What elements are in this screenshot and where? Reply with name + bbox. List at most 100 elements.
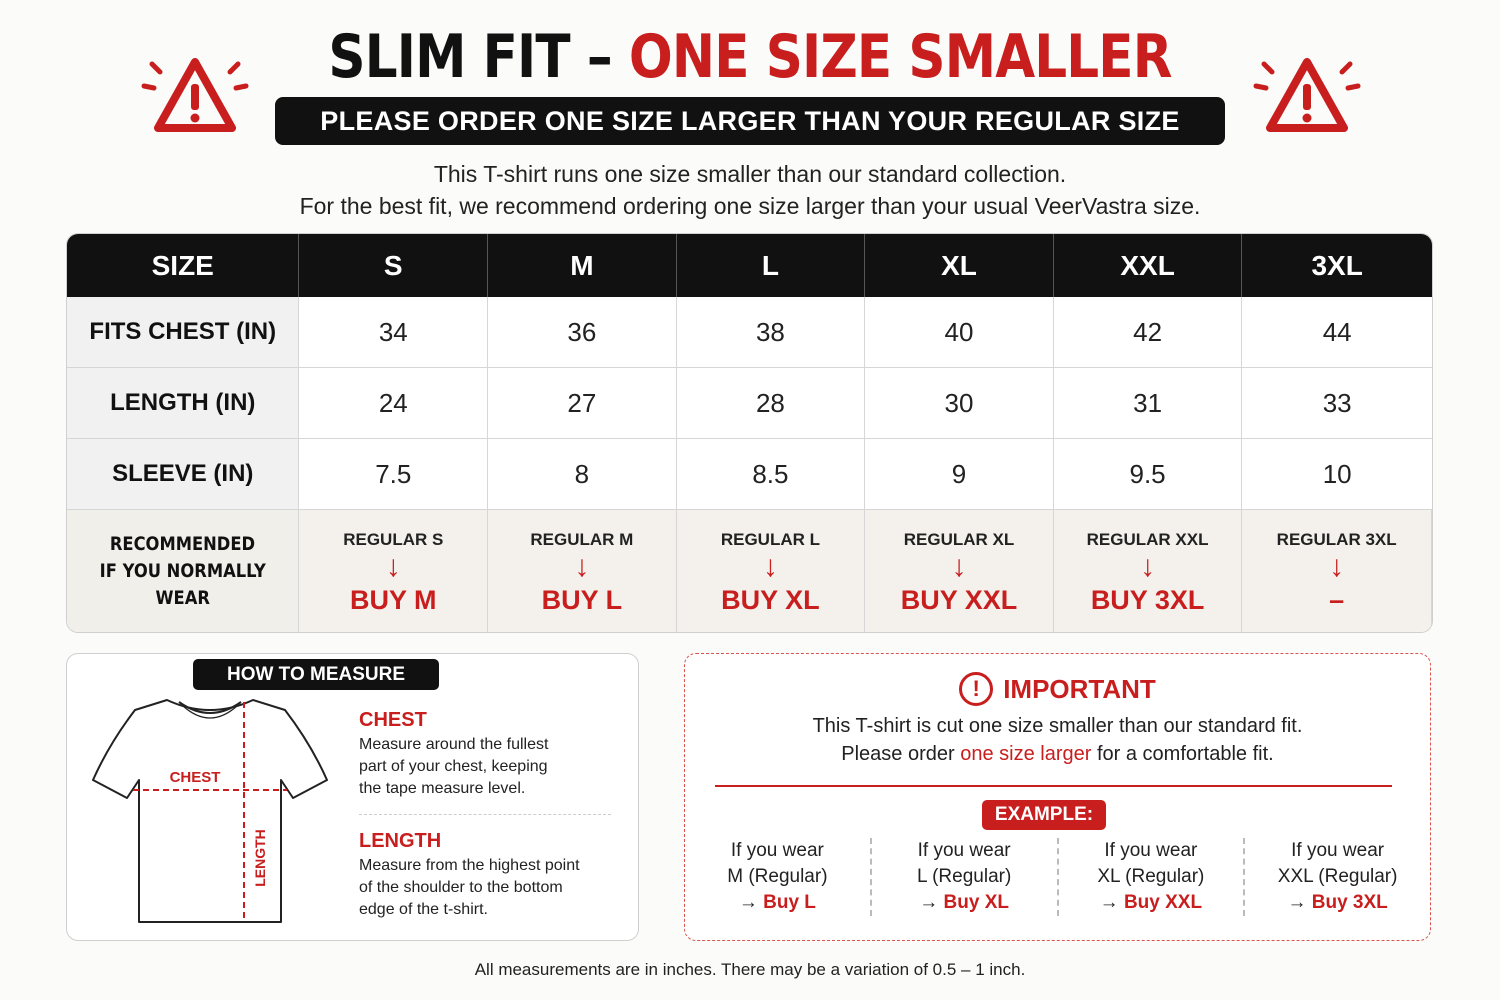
- recommended-row: RECOMMENDED IF YOU NORMALLY WEAR REGULAR…: [67, 510, 1432, 632]
- title-part-red: ONE SIZE SMALLER: [628, 22, 1173, 92]
- arrow-down-icon: ↓: [762, 550, 778, 583]
- arrow-right-icon: →: [1287, 892, 1307, 913]
- table-cell: 30: [865, 368, 1054, 438]
- recommendation-cell: REGULAR L ↓ BUY XL: [677, 510, 866, 632]
- recommended-label-line-1: RECOMMENDED: [110, 532, 256, 555]
- recommended-label: RECOMMENDED IF YOU NORMALLY WEAR: [67, 510, 300, 632]
- warning-triangle-icon: [141, 58, 249, 132]
- intro-text: This T-shirt runs one size smaller than …: [0, 158, 1500, 222]
- recommended-label-line-2: IF YOU NORMALLY WEAR: [99, 559, 266, 609]
- regular-size-label: REGULAR XL: [903, 530, 1015, 549]
- header-cell: XXL: [1054, 234, 1243, 297]
- row-label: FITS CHEST (IN): [67, 297, 300, 367]
- examples-row: If you wear M (Regular) → Buy L If you w…: [685, 838, 1430, 916]
- arrow-down-icon: ↓: [1140, 550, 1156, 583]
- length-instructions: LENGTH Measure from the highest point of…: [359, 830, 619, 921]
- regular-size-label: REGULAR L: [720, 530, 821, 549]
- table-row: LENGTH (IN) 24 27 28 30 31 33: [67, 368, 1432, 439]
- chest-text-line: Measure around the fullest: [359, 736, 549, 753]
- table-cell: 9: [865, 439, 1054, 509]
- length-text-line: Measure from the highest point: [359, 857, 580, 874]
- example-regular: XL (Regular): [1097, 866, 1205, 887]
- page-title: SLIM FIT – ONE SIZE SMALLER: [105, 22, 1395, 92]
- header-cell: L: [677, 234, 866, 297]
- regular-size-label: REGULAR 3XL: [1276, 530, 1397, 549]
- table-cell: 8: [488, 439, 677, 509]
- example-item: If you wear M (Regular) → Buy L: [685, 838, 872, 916]
- header-cell: XL: [865, 234, 1054, 297]
- arrow-right-icon: →: [738, 892, 758, 913]
- length-text-line: of the shoulder to the bottom: [359, 879, 563, 896]
- chest-text-line: the tape measure level.: [359, 780, 526, 797]
- table-row: FITS CHEST (IN) 34 36 38 40 42 44: [67, 297, 1432, 368]
- length-heading: LENGTH: [359, 830, 442, 852]
- table-cell: 9.5: [1054, 439, 1243, 509]
- regular-size-label: REGULAR S: [343, 530, 444, 549]
- divider: [359, 814, 611, 815]
- recommendation-cell: REGULAR M ↓ BUY L: [488, 510, 677, 632]
- alert-circle-icon: !: [959, 672, 994, 706]
- chest-instructions: CHEST Measure around the fullest part of…: [359, 709, 619, 800]
- arrow-down-icon: ↓: [951, 550, 967, 583]
- table-cell: 33: [1322, 387, 1352, 418]
- recommendation-cell: REGULAR S ↓ BUY M: [299, 510, 489, 632]
- arrow-down-icon: ↓: [385, 550, 401, 583]
- buy-size-label: BUY L: [541, 585, 623, 615]
- buy-size-label: BUY XXL: [900, 585, 1018, 615]
- table-cell: 36: [488, 297, 677, 367]
- important-panel: ! IMPORTANT This T-shirt is cut one size…: [684, 653, 1431, 941]
- how-to-measure-panel: HOW TO MEASURE CHEST LENGTH CHEST Measur…: [66, 653, 639, 941]
- example-item: If you wear L (Regular) → Buy XL: [872, 838, 1059, 916]
- example-line: If you wear: [917, 840, 1011, 861]
- row-label: LENGTH (IN): [67, 368, 300, 438]
- table-cell: 27: [488, 368, 677, 438]
- important-text: This T-shirt is cut one size smaller tha…: [685, 712, 1430, 768]
- example-regular: XXL (Regular): [1277, 866, 1398, 887]
- warning-triangle-icon: [1253, 58, 1361, 132]
- regular-size-label: REGULAR M: [530, 530, 634, 549]
- recommendation-cell: REGULAR 3XL ↓ –: [1242, 510, 1432, 632]
- row-label: SLEEVE (IN): [67, 439, 300, 509]
- important-header: ! IMPORTANT: [685, 672, 1430, 706]
- buy-size-label: BUY M: [350, 585, 437, 615]
- table-cell: 34: [299, 297, 489, 367]
- example-buy: Buy L: [763, 892, 816, 913]
- chest-text-line: part of your chest, keeping: [359, 758, 548, 775]
- length-text: Measure from the highest point of the sh…: [359, 855, 619, 921]
- recommendation-cell: REGULAR XL ↓ BUY XXL: [865, 510, 1054, 632]
- header-cell: S: [299, 234, 489, 297]
- header-cell: M: [488, 234, 677, 297]
- length-text-line: edge of the t-shirt.: [359, 901, 488, 918]
- example-line: If you wear: [730, 840, 824, 861]
- table-cell: 24: [299, 368, 489, 438]
- title-part-black: SLIM FIT –: [328, 22, 629, 92]
- header-cell: SIZE: [67, 234, 300, 297]
- footer-note: All measurements are in inches. There ma…: [474, 960, 1026, 979]
- buy-size-label: BUY XL: [721, 585, 820, 615]
- table-cell: 40: [865, 297, 1054, 367]
- table-cell: 44: [1322, 316, 1352, 347]
- important-line-2: Please order one size larger for a comfo…: [685, 740, 1430, 768]
- table-cell: 7.5: [299, 439, 489, 509]
- example-line: If you wear: [1291, 840, 1385, 861]
- table-cell: 38: [677, 297, 866, 367]
- example-line: If you wear: [1104, 840, 1198, 861]
- size-chart-table: SIZE S M L XL XXL 3XL FITS CHEST (IN) 34…: [66, 233, 1433, 633]
- important-highlight: one size larger: [960, 743, 1092, 765]
- arrow-down-icon: ↓: [1329, 550, 1345, 583]
- table-row: SLEEVE (IN) 7.5 8 8.5 9 9.5 10: [67, 439, 1432, 510]
- table-cell: 31: [1054, 368, 1243, 438]
- divider: [715, 785, 1392, 787]
- example-buy: Buy 3XL: [1311, 892, 1388, 913]
- important-line-2-post: for a comfortable fit.: [1091, 743, 1274, 765]
- tshirt-diagram: CHEST LENGTH: [92, 699, 328, 923]
- table-header-row: SIZE S M L XL XXL 3XL: [67, 234, 1432, 297]
- diagram-length-label: LENGTH: [252, 829, 268, 887]
- recommendation-cell: REGULAR XXL ↓ BUY 3XL: [1054, 510, 1243, 632]
- table-cell: 42: [1054, 297, 1243, 367]
- regular-size-label: REGULAR XXL: [1086, 530, 1209, 549]
- diagram-chest-label: CHEST: [170, 769, 221, 786]
- example-regular: L (Regular): [916, 866, 1012, 887]
- arrow-right-icon: →: [1099, 892, 1119, 913]
- table-cell: 8.5: [677, 439, 866, 509]
